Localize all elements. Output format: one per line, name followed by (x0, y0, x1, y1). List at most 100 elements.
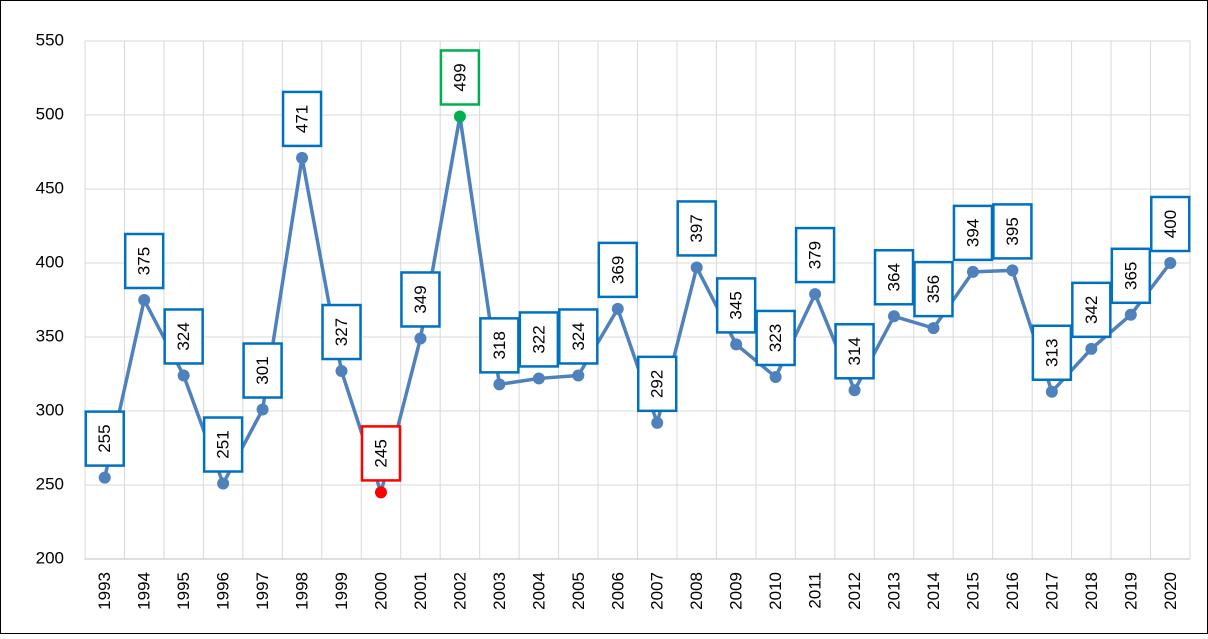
data-label: 245 (371, 439, 390, 467)
y-tick-label: 300 (36, 400, 64, 419)
data-label-box (479, 317, 520, 374)
data-point (966, 265, 979, 278)
data-label-box (873, 249, 915, 306)
data-label: 323 (766, 324, 785, 352)
data-point (1124, 308, 1137, 321)
data-label-box (558, 308, 599, 365)
x-tick-label: 1998 (293, 572, 312, 610)
data-label: 345 (727, 291, 746, 319)
data-label: 301 (253, 356, 272, 384)
x-tick-label: 1999 (332, 572, 351, 610)
data-label: 251 (214, 430, 233, 458)
x-tick-label: 2008 (687, 572, 706, 610)
data-label-box (439, 49, 481, 106)
data-label: 369 (608, 256, 627, 284)
data-label: 397 (687, 214, 706, 242)
data-label: 365 (1121, 262, 1140, 290)
data-label-box (518, 311, 560, 368)
x-tick-label: 1994 (135, 572, 154, 610)
x-tick-label: 2019 (1121, 572, 1140, 610)
data-point (690, 261, 703, 274)
data-label-box (202, 416, 244, 473)
data-point (98, 471, 111, 484)
data-label-box (913, 260, 954, 318)
data-label-box (1110, 247, 1152, 305)
x-tick-label: 2017 (1042, 572, 1061, 610)
x-tick-label: 1997 (253, 572, 272, 610)
data-point (493, 378, 506, 391)
y-tick-label: 200 (36, 548, 64, 567)
data-label: 322 (529, 325, 548, 353)
data-label: 395 (1003, 217, 1022, 245)
x-tick-label: 2007 (648, 572, 667, 610)
data-label: 318 (490, 331, 509, 359)
data-point (572, 369, 585, 382)
data-label-box (163, 308, 204, 365)
x-tick-label: 1996 (214, 572, 233, 610)
data-point (730, 338, 743, 351)
data-label: 314 (845, 337, 864, 365)
data-label: 349 (411, 285, 430, 313)
data-point (177, 369, 190, 382)
data-point (1164, 257, 1177, 269)
data-point (217, 477, 230, 490)
data-point (1045, 385, 1058, 398)
data-label-box (992, 203, 1033, 260)
data-label: 342 (1082, 296, 1101, 324)
x-tick-label: 2006 (608, 572, 627, 610)
y-tick-label: 450 (36, 178, 64, 197)
x-tick-label: 2003 (490, 572, 509, 610)
data-label-box (794, 226, 836, 284)
data-label: 324 (569, 322, 588, 350)
data-label-box (755, 309, 796, 367)
data-label-box (281, 90, 323, 148)
data-label-box (1031, 324, 1073, 382)
data-label-box (1071, 281, 1112, 339)
data-label: 327 (332, 318, 351, 346)
data-label: 292 (648, 370, 667, 398)
data-label-box (321, 303, 362, 361)
data-point (532, 372, 545, 385)
data-label: 471 (293, 105, 312, 133)
data-label: 394 (963, 219, 982, 247)
data-label-box (84, 410, 125, 467)
data-label: 375 (135, 247, 154, 275)
y-tick-label: 350 (36, 326, 64, 345)
data-point (809, 288, 822, 301)
data-label: 255 (95, 424, 114, 452)
data-label-box (360, 425, 402, 482)
data-label-box (834, 323, 875, 380)
data-label: 379 (806, 241, 825, 269)
x-tick-label: 2012 (845, 572, 864, 610)
data-point (927, 322, 940, 335)
data-label-box (715, 277, 757, 334)
data-label-box (1150, 195, 1191, 253)
x-tick-label: 2005 (569, 572, 588, 610)
data-point (1085, 342, 1098, 355)
data-label-box (242, 342, 283, 399)
x-tick-label: 2000 (371, 572, 390, 610)
x-tick-label: 1995 (174, 572, 193, 610)
data-label: 324 (174, 322, 193, 350)
data-label-box (676, 200, 717, 257)
x-tick-label: 2001 (411, 572, 430, 610)
x-tick-label: 2010 (766, 572, 785, 610)
data-label-box (636, 355, 678, 413)
data-point (296, 151, 309, 164)
data-point (453, 110, 466, 123)
data-point (414, 332, 427, 345)
data-point (138, 294, 151, 306)
x-tick-label: 2018 (1082, 572, 1101, 610)
data-point (256, 403, 269, 416)
data-point (651, 416, 664, 429)
data-point (769, 370, 782, 383)
data-label: 400 (1161, 210, 1180, 238)
data-point (848, 384, 861, 397)
x-tick-label: 2016 (1003, 572, 1022, 610)
y-tick-label: 250 (36, 474, 64, 493)
x-tick-label: 2013 (885, 572, 904, 610)
data-label: 356 (924, 275, 943, 303)
x-tick-label: 2015 (963, 572, 982, 610)
data-label: 364 (885, 263, 904, 291)
data-point (1006, 264, 1019, 277)
